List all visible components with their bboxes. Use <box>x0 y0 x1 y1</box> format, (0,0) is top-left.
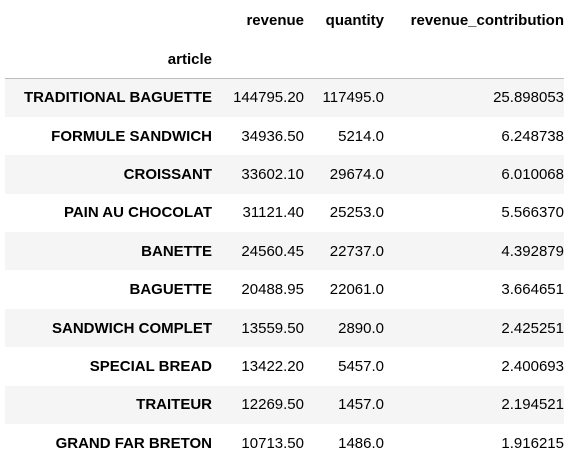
row-index: CROISSANT <box>123 165 212 183</box>
cell-quantity: 117495.0 <box>322 89 384 107</box>
cell-revenue: 10713.50 <box>241 434 304 452</box>
table-row: GRAND FAR BRETON 10713.50 1486.0 1.91621… <box>5 424 564 463</box>
cell-revenue: 20488.95 <box>241 281 304 299</box>
cell-quantity: 1486.0 <box>338 434 384 452</box>
table-row: TRADITIONAL BAGUETTE 144795.20 117495.0 … <box>5 78 564 117</box>
cell-revenue-contribution: 6.248738 <box>501 127 564 145</box>
table-row: FORMULE SANDWICH 34936.50 5214.0 6.24873… <box>5 116 564 156</box>
table-row: PAIN AU CHOCOLAT 31121.40 25253.0 5.5663… <box>5 193 564 233</box>
table-row: SANDWICH COMPLET 13559.50 2890.0 2.42525… <box>5 308 564 348</box>
cell-revenue: 13559.50 <box>241 319 304 337</box>
row-index: GRAND FAR BRETON <box>55 434 212 452</box>
cell-revenue-contribution: 25.898053 <box>493 89 564 107</box>
cell-revenue: 13422.20 <box>241 357 304 375</box>
row-index: TRAITEUR <box>136 396 212 414</box>
header-blank <box>384 40 564 79</box>
cell-quantity: 5214.0 <box>338 127 384 145</box>
index-name-header: article <box>5 40 212 79</box>
column-header-revenue: revenue <box>246 11 304 29</box>
table-row: BANETTE 24560.45 22737.0 4.392879 <box>5 232 564 271</box>
table-row: BAGUETTE 20488.95 22061.0 3.664651 <box>5 270 564 309</box>
row-index: TRADITIONAL BAGUETTE <box>23 89 212 107</box>
row-index: BAGUETTE <box>129 281 213 299</box>
cell-revenue-contribution: 4.392879 <box>501 242 564 260</box>
cell-quantity: 25253.0 <box>329 204 384 222</box>
row-index: SANDWICH COMPLET <box>52 319 212 337</box>
cell-revenue: 34936.50 <box>241 127 304 145</box>
row-index: FORMULE SANDWICH <box>51 127 212 145</box>
row-index: BANETTE <box>141 242 212 260</box>
header-blank <box>304 40 384 79</box>
cell-revenue-contribution: 2.425251 <box>501 319 564 337</box>
table-row: TRAITEUR 12269.50 1457.0 2.194521 <box>5 385 564 425</box>
row-index: PAIN AU CHOCOLAT <box>63 204 212 222</box>
column-header-revenue-contribution: revenue_contribution <box>410 11 564 29</box>
table-row: CROISSANT 33602.10 29674.0 6.010068 <box>5 155 564 194</box>
cell-quantity: 2890.0 <box>338 319 384 337</box>
cell-revenue-contribution: 6.010068 <box>501 165 564 183</box>
cell-revenue-contribution: 3.664651 <box>501 281 564 299</box>
dataframe-table: revenue quantity revenue_contribution ar… <box>5 0 564 463</box>
cell-revenue-contribution: 1.916215 <box>501 434 564 452</box>
cell-revenue-contribution: 2.194521 <box>501 396 564 414</box>
header-blank <box>212 40 304 79</box>
cell-revenue: 144795.20 <box>233 89 304 107</box>
cell-revenue: 24560.45 <box>241 242 304 260</box>
table-header: revenue quantity revenue_contribution ar… <box>5 0 564 79</box>
cell-quantity: 29674.0 <box>329 165 384 183</box>
index-header-row: article <box>5 40 564 79</box>
cell-revenue: 33602.10 <box>241 165 304 183</box>
cell-revenue-contribution: 5.566370 <box>501 204 564 222</box>
column-header-quantity: quantity <box>325 11 384 29</box>
cell-revenue: 31121.40 <box>242 204 304 222</box>
row-index: SPECIAL BREAD <box>89 357 212 375</box>
cell-quantity: 22737.0 <box>329 242 384 260</box>
header-blank <box>5 0 212 40</box>
table-row: SPECIAL BREAD 13422.20 5457.0 2.400693 <box>5 347 564 386</box>
table-body: TRADITIONAL BAGUETTE 144795.20 117495.0 … <box>5 78 564 463</box>
cell-revenue-contribution: 2.400693 <box>501 357 564 375</box>
cell-revenue: 12269.50 <box>241 396 304 414</box>
column-header-row: revenue quantity revenue_contribution <box>5 0 564 40</box>
cell-quantity: 1457.0 <box>338 396 384 414</box>
cell-quantity: 5457.0 <box>338 357 384 375</box>
cell-quantity: 22061.0 <box>329 281 384 299</box>
